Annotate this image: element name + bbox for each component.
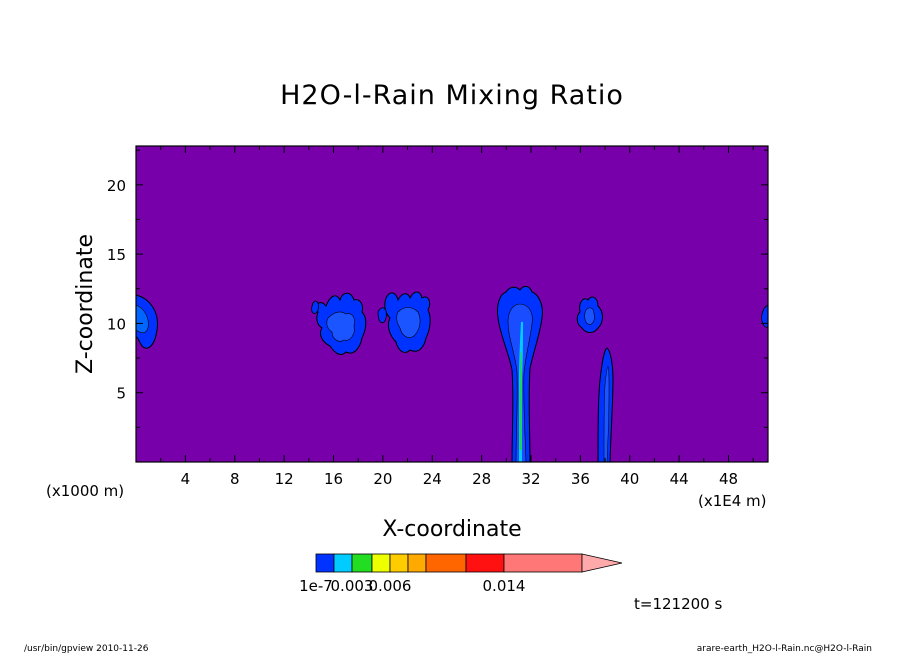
colorbar-swatch <box>389 553 409 573</box>
rain-region-x37-inner <box>584 307 595 325</box>
y-tick-label: 10 <box>107 315 126 333</box>
colorbar-swatch <box>315 553 335 573</box>
colorbar-swatch <box>465 553 505 573</box>
rain-region-x20-spike <box>377 307 387 324</box>
colorbar <box>315 553 623 573</box>
x-tick-label: 16 <box>324 470 343 488</box>
x-unit-left: (x1000 m) <box>46 482 124 500</box>
y-tick-label: 15 <box>107 246 126 264</box>
rain-region-left-edge-inner <box>135 304 149 334</box>
plot-frame <box>135 145 769 463</box>
plot-background <box>136 146 768 462</box>
rain-column-x31-core-green <box>519 352 522 450</box>
x-tick-label: 36 <box>571 470 590 488</box>
x-axis-label: X-coordinate <box>382 517 521 542</box>
time-label: t=121200 s <box>634 595 722 613</box>
y-tick-label: 5 <box>116 385 126 403</box>
colorbar-label: 0.006 <box>369 577 412 595</box>
chart-title: H2O-l-Rain Mixing Ratio <box>280 80 624 111</box>
y-axis-ticks: 5 10 15 20 <box>107 149 768 428</box>
rain-region-x17-inner <box>326 311 355 342</box>
colorbar-swatch <box>371 553 391 573</box>
footer-right: arare-earth_H2O-l-Rain.nc@H2O-l-Rain <box>697 644 872 654</box>
colorbar-extension-arrow <box>581 553 623 573</box>
colorbar-label: 0.003 <box>331 577 374 595</box>
x-axis-ticks: 4 8 12 16 20 24 28 32 36 40 44 48 <box>160 146 754 488</box>
rain-region-x22-inner <box>396 307 421 338</box>
rain-column-x38-inner <box>603 365 610 463</box>
x-unit-right: (x1E4 m) <box>698 492 767 510</box>
x-tick-label: 4 <box>181 470 191 488</box>
x-tick-label: 28 <box>472 470 491 488</box>
y-axis-label: Z-coordinate <box>73 234 98 374</box>
colorbar-swatch <box>407 553 427 573</box>
colorbar-swatch <box>425 553 467 573</box>
x-tick-label: 40 <box>620 470 639 488</box>
colorbar-swatch <box>333 553 353 573</box>
x-tick-label: 44 <box>670 470 689 488</box>
colorbar-label: 0.014 <box>483 577 526 595</box>
colorbar-swatch <box>351 553 373 573</box>
x-tick-label: 32 <box>521 470 540 488</box>
x-tick-label: 48 <box>719 470 738 488</box>
footer-left: /usr/bin/gpview 2010-11-26 <box>24 644 149 654</box>
rain-region-x15-spike <box>311 300 319 314</box>
x-tick-label: 24 <box>423 470 442 488</box>
rain-contour-regions <box>135 285 769 463</box>
x-tick-label: 20 <box>373 470 392 488</box>
colorbar-swatch <box>503 553 583 573</box>
x-tick-label: 12 <box>275 470 294 488</box>
y-tick-label: 20 <box>107 177 126 195</box>
x-tick-label: 8 <box>230 470 240 488</box>
colorbar-label: 1e-7 <box>299 577 333 595</box>
